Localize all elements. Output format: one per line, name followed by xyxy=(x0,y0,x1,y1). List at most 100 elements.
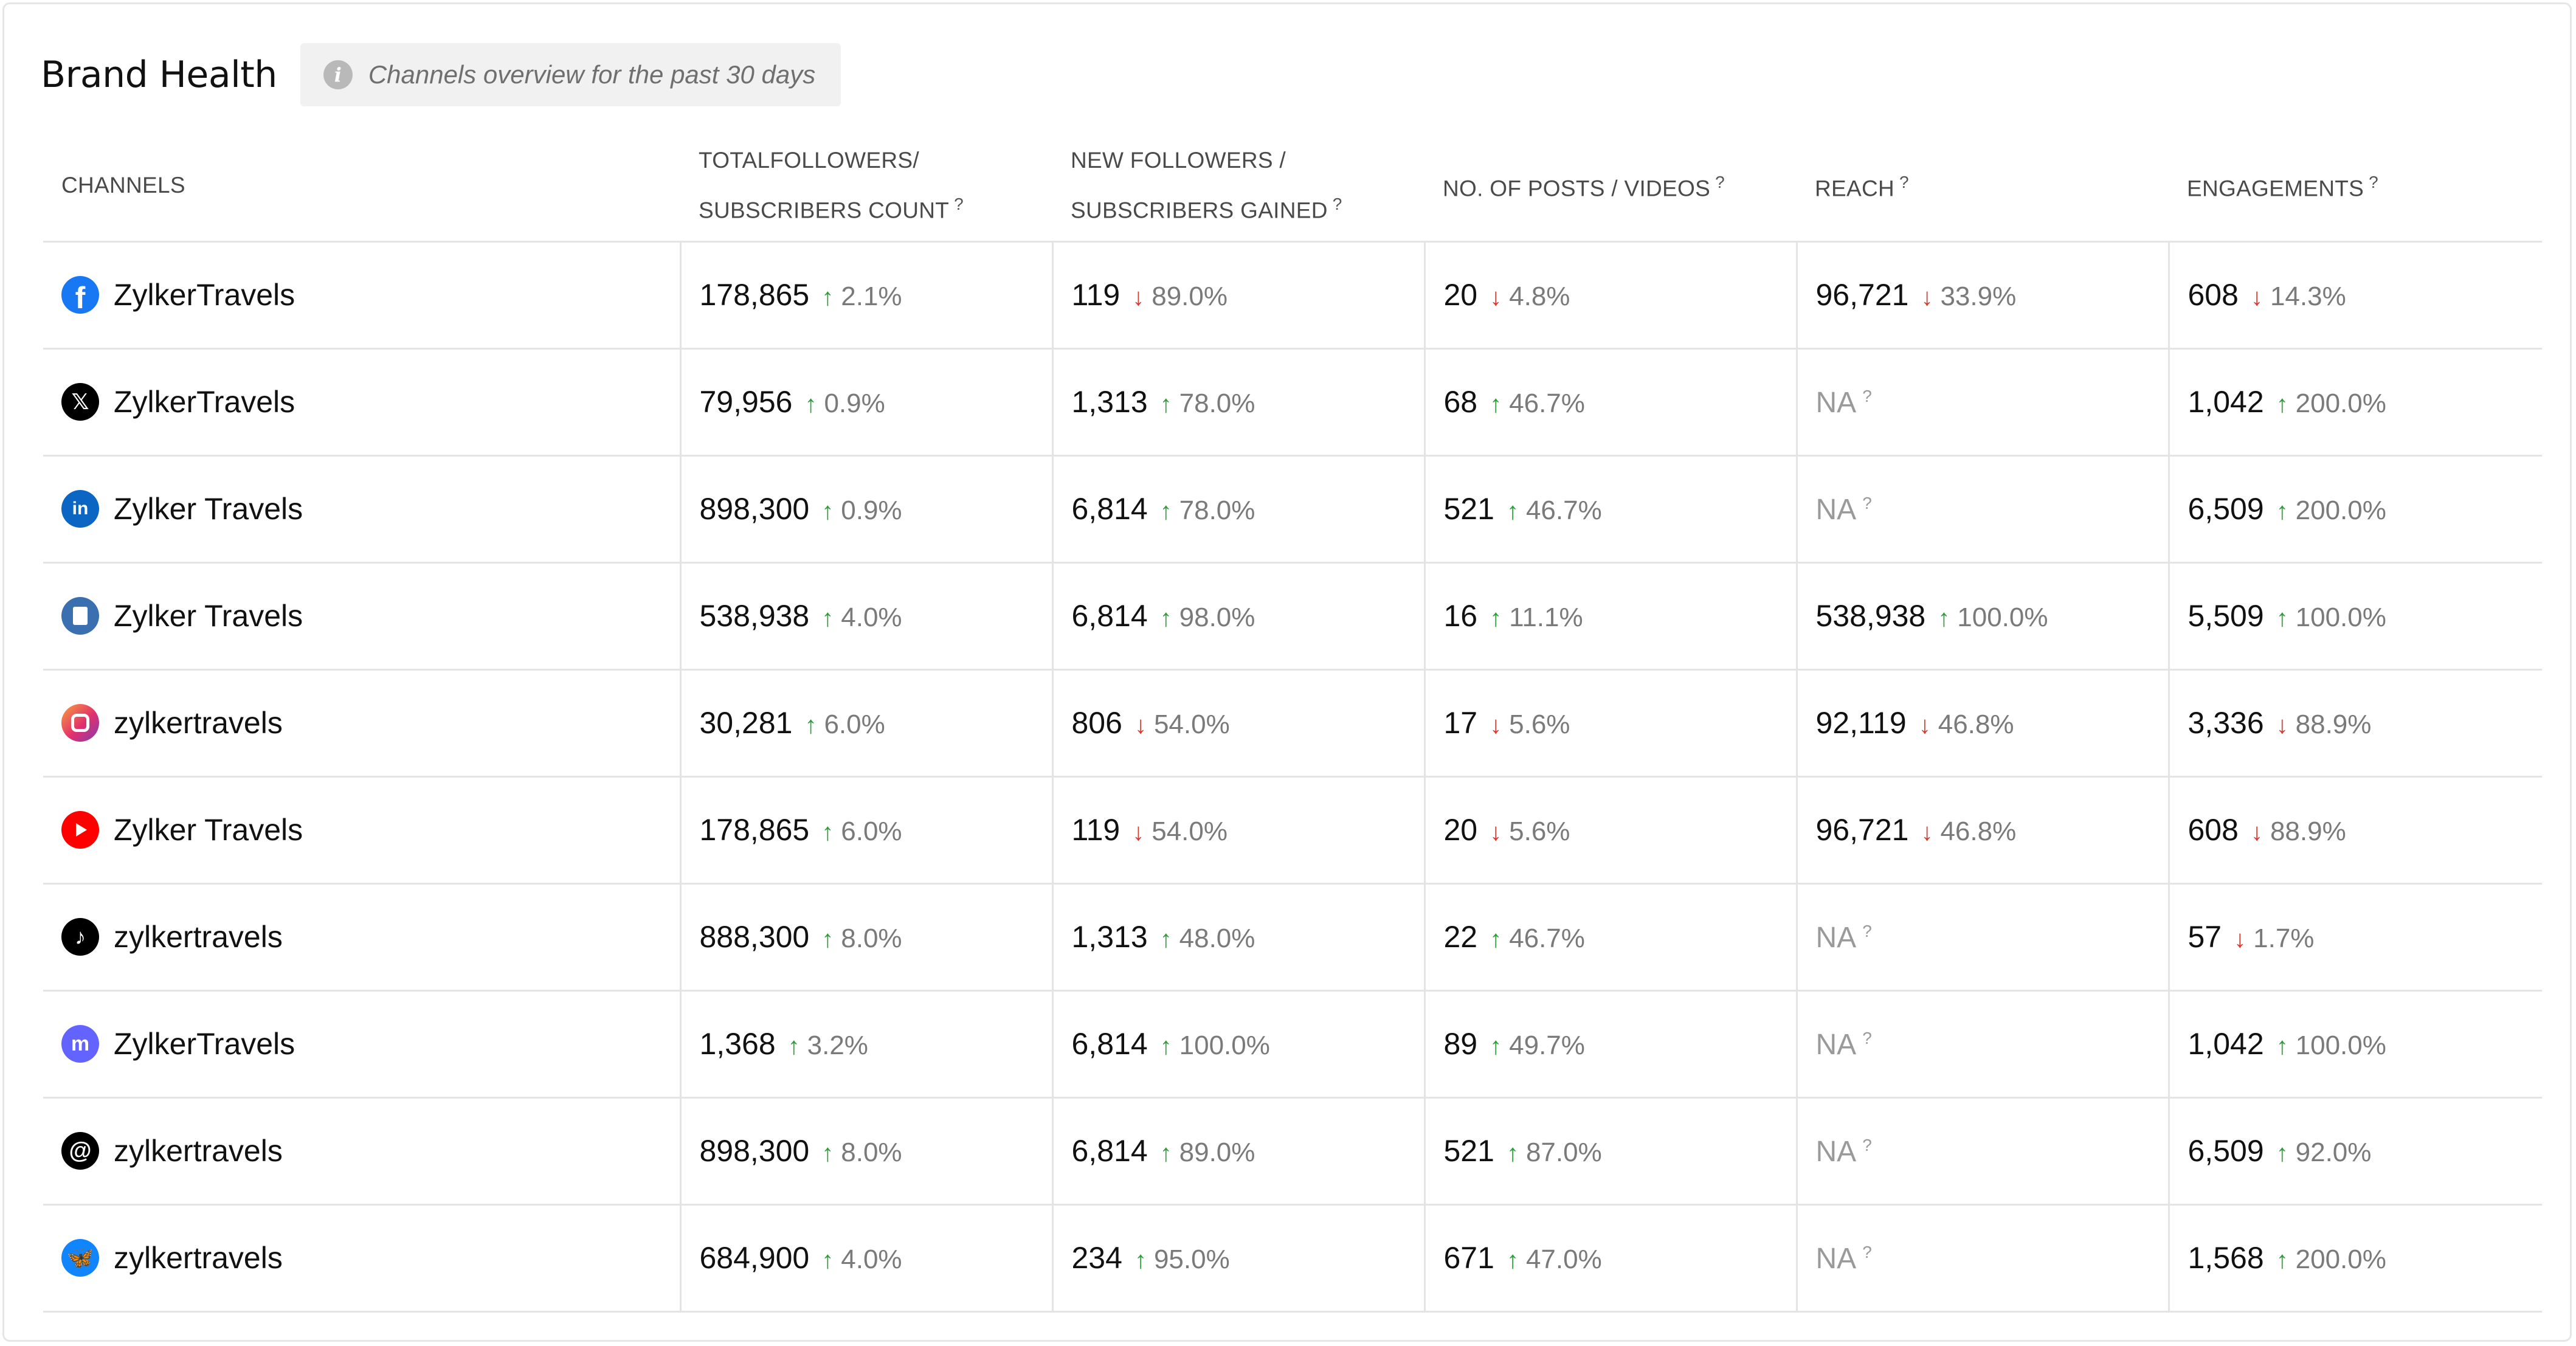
column-header-channels[interactable]: CHANNELS xyxy=(43,131,680,243)
help-icon[interactable]: ? xyxy=(1332,195,1342,214)
not-available-label: NA? xyxy=(1815,1136,1872,1168)
channel-name[interactable]: zylkertravels xyxy=(114,1134,283,1168)
help-icon[interactable]: ? xyxy=(1862,494,1872,513)
metric-change-percent: 78.0% xyxy=(1179,495,1255,525)
arrow-up-icon: ↑ xyxy=(1490,1033,1502,1060)
table-row: m ZylkerTravels 1,368 ↑ 3.2% 6,814 ↑ 100.0% 89 ↑ 4… xyxy=(43,990,2542,1099)
metric-change-percent: 100.0% xyxy=(1957,602,2048,632)
help-icon[interactable]: ? xyxy=(1862,1029,1872,1047)
help-icon[interactable]: ? xyxy=(954,195,964,214)
metric-value: 5,509 xyxy=(2188,599,2264,633)
channel-name[interactable]: Zylker Travels xyxy=(114,813,303,847)
channel-cell[interactable]: m ZylkerTravels xyxy=(43,990,680,1099)
channel-name[interactable]: zylkertravels xyxy=(114,920,283,954)
metric-cell-followers: 538,938 ↑ 4.0% xyxy=(679,562,1052,671)
metric-value: 898,300 xyxy=(699,1134,810,1168)
metric-cell-posts: 671 ↑ 47.0% xyxy=(1423,1204,1797,1313)
metric-change-percent: 11.1% xyxy=(1509,602,1583,632)
metric-cell-engagements: 608 ↓ 88.9% xyxy=(2167,776,2542,885)
channel-cell[interactable]: zylkertravels xyxy=(43,669,680,778)
metric-change-percent: 200.0% xyxy=(2295,388,2386,418)
help-icon[interactable]: ? xyxy=(1862,387,1872,406)
help-icon[interactable]: ? xyxy=(1862,1136,1872,1154)
not-available-label: NA? xyxy=(1815,1029,1872,1061)
info-text: Channels overview for the past 30 days xyxy=(368,60,816,89)
metric-cell-engagements: 1,042 ↑ 100.0% xyxy=(2167,990,2542,1099)
metric-value: 1,042 xyxy=(2188,1027,2264,1061)
channel-name-wrap: m ZylkerTravels xyxy=(61,1025,680,1063)
table-body: f ZylkerTravels 178,865 ↑ 2.1% 119 ↓ 89.0% 20 ↓ 4.… xyxy=(43,241,2542,1313)
channel-cell[interactable]: 🦋 zylkertravels xyxy=(43,1204,680,1313)
table-row: Zylker Travels 538,938 ↑ 4.0% 6,814 ↑ 98.0% 16 ↑… xyxy=(43,562,2542,671)
metric-change-percent: 4.8% xyxy=(1509,281,1570,311)
arrow-up-icon: ↑ xyxy=(821,498,834,525)
metric-value: 898,300 xyxy=(699,492,810,526)
column-header-total-followers[interactable]: TOTALFOLLOWERS/SUBSCRIBERS COUNT? xyxy=(680,131,1052,243)
metric-cell-followers: 178,865 ↑ 2.1% xyxy=(679,241,1052,350)
metric-change-percent: 87.0% xyxy=(1525,1137,1602,1167)
metric-change-percent: 78.0% xyxy=(1179,388,1255,418)
info-banner: i Channels overview for the past 30 days xyxy=(300,43,841,106)
metric-value: 6,814 xyxy=(1071,492,1148,526)
channel-name[interactable]: ZylkerTravels xyxy=(114,278,295,312)
metric-cell-followers: 178,865 ↑ 6.0% xyxy=(679,776,1052,885)
help-icon[interactable]: ? xyxy=(1862,922,1872,940)
arrow-up-icon: ↑ xyxy=(1506,1140,1519,1167)
metric-cell-followers: 898,300 ↑ 8.0% xyxy=(679,1097,1052,1206)
metric-change-percent: 89.0% xyxy=(1179,1137,1255,1167)
metric-value: 16 xyxy=(1443,599,1478,633)
metric-cell-engagements: 57 ↓ 1.7% xyxy=(2167,883,2542,992)
channel-name[interactable]: zylkertravels xyxy=(114,1241,283,1275)
metric-change-percent: 5.6% xyxy=(1509,709,1570,739)
column-header-reach[interactable]: REACH? xyxy=(1797,131,2169,243)
metric-cell-gained: 119 ↓ 54.0% xyxy=(1051,776,1424,885)
channel-cell[interactable]: 𝕏 ZylkerTravels xyxy=(43,348,680,457)
column-header-posts[interactable]: NO. OF POSTS / VIDEOS? xyxy=(1424,131,1797,243)
channel-cell[interactable]: Zylker Travels xyxy=(43,562,680,671)
metric-cell-reach: NA? xyxy=(1795,1097,2169,1206)
channel-cell[interactable]: in Zylker Travels xyxy=(43,455,680,564)
channel-name-wrap: Zylker Travels xyxy=(61,811,680,849)
metric-cell-reach: NA? xyxy=(1795,455,2169,564)
channel-name[interactable]: zylkertravels xyxy=(114,706,283,740)
help-icon[interactable]: ? xyxy=(1715,173,1725,192)
metric-change-percent: 54.0% xyxy=(1153,709,1230,739)
metric-change-percent: 47.0% xyxy=(1525,1244,1602,1274)
metric-value: 20 xyxy=(1443,278,1478,312)
channel-cell[interactable]: ♪ zylkertravels xyxy=(43,883,680,992)
metric-cell-posts: 521 ↑ 87.0% xyxy=(1423,1097,1797,1206)
column-header-label: SUBSCRIBERS COUNT xyxy=(699,198,950,223)
arrow-up-icon: ↑ xyxy=(1490,391,1502,418)
not-available-label: NA? xyxy=(1815,922,1872,954)
channel-cell[interactable]: @ zylkertravels xyxy=(43,1097,680,1206)
metric-cell-posts: 20 ↓ 4.8% xyxy=(1423,241,1797,350)
help-icon[interactable]: ? xyxy=(1899,173,1909,192)
channel-name[interactable]: ZylkerTravels xyxy=(114,385,295,419)
channel-cell[interactable]: Zylker Travels xyxy=(43,776,680,885)
metric-value: 1,313 xyxy=(1071,385,1148,419)
metric-value: 178,865 xyxy=(699,813,810,847)
metric-value: 6,509 xyxy=(2188,1134,2264,1168)
channel-name-wrap: Zylker Travels xyxy=(61,597,680,635)
metric-cell-gained: 1,313 ↑ 78.0% xyxy=(1051,348,1424,457)
channel-cell[interactable]: f ZylkerTravels xyxy=(43,241,680,350)
column-header-label: NEW FOLLOWERS / xyxy=(1071,148,1286,173)
help-icon[interactable]: ? xyxy=(1862,1243,1872,1261)
arrow-up-icon: ↑ xyxy=(1134,1247,1147,1274)
arrow-up-icon: ↑ xyxy=(1938,605,1950,632)
column-header-label: NO. OF POSTS / VIDEOS xyxy=(1443,176,1711,201)
metric-cell-posts: 22 ↑ 46.7% xyxy=(1423,883,1797,992)
metric-cell-gained: 1,313 ↑ 48.0% xyxy=(1051,883,1424,992)
page-title: Brand Health xyxy=(41,53,277,96)
column-header-engagements[interactable]: ENGAGEMENTS? xyxy=(2169,131,2542,243)
channel-name-wrap: ♪ zylkertravels xyxy=(61,918,680,956)
metric-change-percent: 89.0% xyxy=(1152,281,1228,311)
metric-change-percent: 200.0% xyxy=(2295,1244,2386,1274)
help-icon[interactable]: ? xyxy=(2369,173,2378,192)
column-header-new-followers[interactable]: NEW FOLLOWERS / SUBSCRIBERS GAINED? xyxy=(1052,131,1424,243)
channel-name[interactable]: Zylker Travels xyxy=(114,492,303,526)
channel-name[interactable]: Zylker Travels xyxy=(114,599,303,633)
icon-glyph xyxy=(71,714,89,732)
channel-name[interactable]: ZylkerTravels xyxy=(114,1027,295,1061)
